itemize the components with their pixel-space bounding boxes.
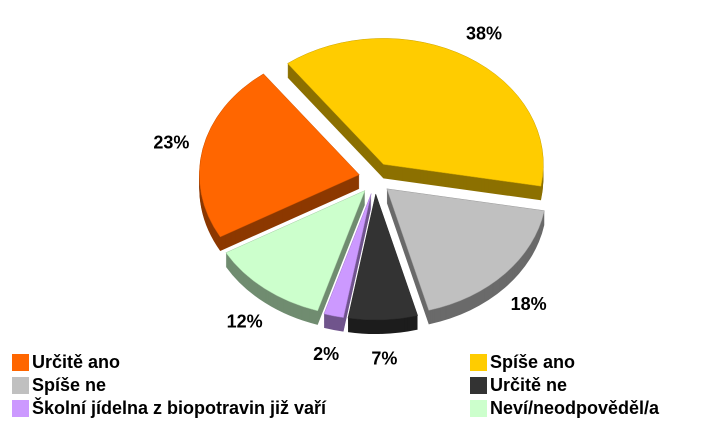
legend-label: Určitě ano xyxy=(32,352,120,372)
legend-label: Určitě ne xyxy=(490,375,567,395)
legend-swatch xyxy=(12,354,29,371)
slice xyxy=(199,73,360,238)
data-label: 2% xyxy=(313,344,339,364)
slice xyxy=(323,193,372,318)
legend-swatch xyxy=(470,354,487,371)
slice xyxy=(287,38,544,187)
legend-swatch xyxy=(12,377,29,394)
legend-swatch xyxy=(470,377,487,394)
data-label: 18% xyxy=(511,294,547,314)
legend-label: Školní jídelna z biopotravin již vaří xyxy=(32,397,327,418)
slice-group xyxy=(323,193,372,332)
slice xyxy=(347,193,419,321)
slice-group xyxy=(225,189,366,325)
slice xyxy=(225,189,366,312)
legend-label: Spíše ano xyxy=(490,352,575,372)
legend-swatch xyxy=(12,400,29,417)
data-label: 23% xyxy=(153,132,189,152)
data-label: 38% xyxy=(466,24,502,44)
slice xyxy=(386,188,545,311)
legend-label: Neví/neodpověděl/a xyxy=(490,398,660,418)
data-label: 12% xyxy=(227,312,263,332)
slice-group xyxy=(347,193,419,334)
slice-group xyxy=(386,188,545,325)
legend-swatch xyxy=(470,400,487,417)
data-label: 7% xyxy=(371,349,397,369)
slice-group xyxy=(287,38,544,201)
legend-label: Spíše ne xyxy=(32,375,106,395)
slice-group xyxy=(199,73,360,251)
